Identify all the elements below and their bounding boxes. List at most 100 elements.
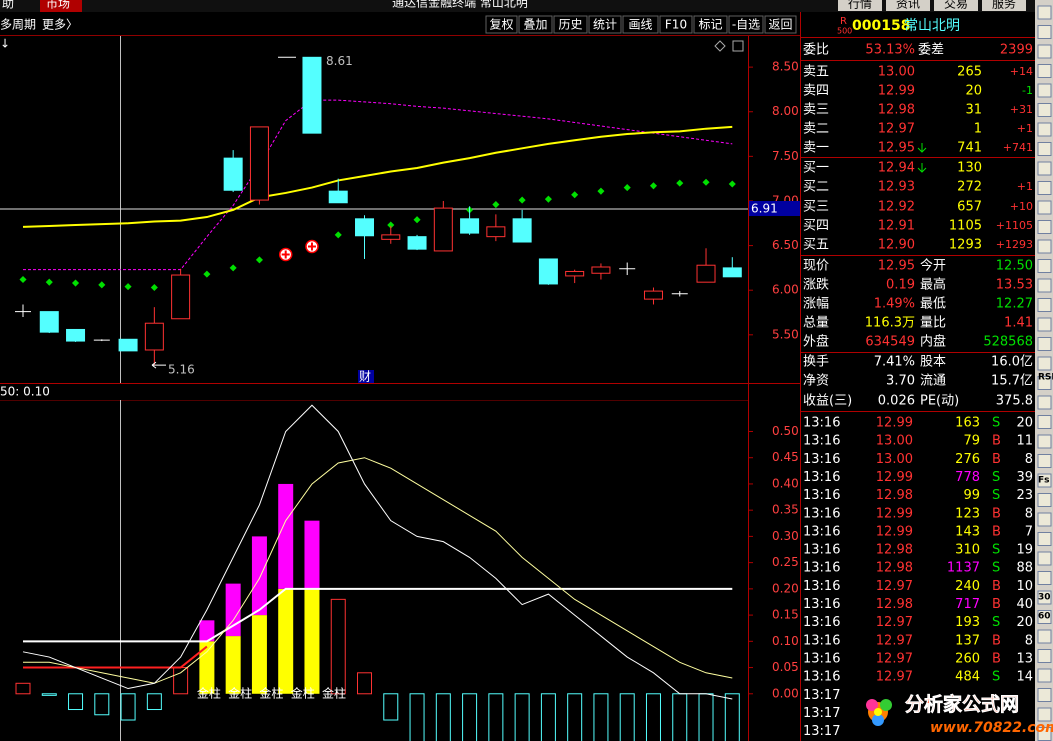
- toolbar-label[interactable]: 返回: [768, 18, 792, 32]
- tool-icon[interactable]: [1037, 5, 1052, 20]
- logo-petal: [880, 699, 892, 711]
- trade-time: 13:16: [803, 651, 840, 666]
- tool-icon[interactable]: [1037, 239, 1052, 254]
- market-tab[interactable]: [40, 0, 82, 12]
- tool-icon[interactable]: [1037, 356, 1052, 371]
- tool-icon[interactable]: [1037, 688, 1052, 702]
- toolbar-label[interactable]: 复权: [489, 18, 513, 32]
- tool-icon[interactable]: [1037, 532, 1052, 546]
- tool-icon[interactable]: [1037, 707, 1052, 722]
- tool-icon[interactable]: [1037, 610, 1052, 624]
- tool-icon[interactable]: [1037, 298, 1052, 312]
- watermark-name: 分析家公式网: [905, 693, 1019, 716]
- candle-body: [223, 157, 243, 191]
- toolbar-label[interactable]: 统计: [593, 18, 617, 32]
- indicator-bar: [619, 693, 635, 741]
- tool-icon[interactable]: [714, 40, 726, 52]
- tool-icon[interactable]: [1037, 434, 1052, 449]
- tool-icon[interactable]: [1037, 590, 1052, 605]
- trade-volume: 193: [955, 615, 980, 630]
- toolbar-button[interactable]: [764, 15, 797, 34]
- book-volume: 741: [957, 141, 982, 156]
- period-button[interactable]: 多周期: [0, 18, 36, 32]
- trade-time: 13:16: [803, 615, 840, 630]
- watermark: 分析家公式网 www.70822.com: [866, 692, 1053, 736]
- tool-icon-label[interactable]: RSI: [1038, 373, 1053, 383]
- toolbar-label[interactable]: 历史: [558, 18, 582, 32]
- menu-button[interactable]: [886, 0, 930, 11]
- tool-icon[interactable]: [1037, 317, 1052, 332]
- book-change: +1293: [996, 238, 1033, 251]
- stat-value: 12.50: [996, 259, 1033, 274]
- stat-label: 最低: [920, 297, 946, 312]
- signal-dot: [623, 184, 631, 192]
- tool-icon[interactable]: [1037, 25, 1052, 39]
- toolbar-label[interactable]: 叠加: [523, 18, 547, 32]
- menu-item[interactable]: 服务: [992, 0, 1016, 11]
- tool-icon[interactable]: [1037, 454, 1052, 468]
- tool-icon[interactable]: [1037, 551, 1052, 566]
- menu-button[interactable]: [838, 0, 882, 11]
- tool-icon[interactable]: [1037, 64, 1052, 78]
- trade-price: 12.97: [876, 633, 913, 648]
- toolbar-button[interactable]: [518, 15, 553, 34]
- tool-icon[interactable]: [1037, 83, 1052, 98]
- candle-body: [249, 126, 269, 201]
- toolbar-button[interactable]: [693, 15, 728, 34]
- tool-icon[interactable]: [1037, 649, 1052, 663]
- tool-icon[interactable]: [1037, 629, 1052, 644]
- menu-item[interactable]: 资讯: [896, 0, 920, 11]
- toolbar-button[interactable]: [728, 15, 764, 34]
- tool-icon[interactable]: [1037, 668, 1052, 683]
- menu-item[interactable]: 市场: [46, 0, 70, 11]
- tool-icon[interactable]: [1037, 415, 1052, 429]
- trade-price: 12.97: [876, 651, 913, 666]
- tool-icon[interactable]: [1037, 512, 1052, 527]
- tool-icon[interactable]: [1037, 161, 1052, 176]
- toolbar-label[interactable]: 画线: [628, 18, 652, 32]
- more-button[interactable]: 更多〉: [42, 18, 78, 32]
- tool-icon[interactable]: [1037, 278, 1052, 293]
- tool-icon[interactable]: [1037, 122, 1052, 137]
- tool-icon[interactable]: [1037, 571, 1052, 585]
- chart-tools[interactable]: [714, 40, 744, 52]
- tool-icon-label[interactable]: 30: [1038, 593, 1051, 603]
- menu-button[interactable]: [934, 0, 978, 11]
- tool-icon[interactable]: [1037, 142, 1052, 156]
- tool-icon-label[interactable]: Fs: [1038, 476, 1050, 486]
- toolbar-button[interactable]: [485, 15, 518, 34]
- toolbar-button[interactable]: [622, 15, 659, 34]
- tool-icon[interactable]: [1037, 44, 1052, 59]
- tool-icon[interactable]: [1037, 493, 1052, 507]
- trade-count: 19: [1016, 543, 1033, 558]
- tool-icon[interactable]: [1037, 337, 1052, 351]
- trade-price: 12.97: [876, 615, 913, 630]
- y-tick-label: 5.50: [772, 327, 799, 341]
- tool-icon[interactable]: [1037, 103, 1052, 117]
- book-price: 12.93: [878, 180, 915, 195]
- trade-count: 8: [1025, 506, 1033, 521]
- stat-value: 634549: [865, 335, 915, 350]
- toolbar-button[interactable]: [588, 15, 622, 34]
- toolbar-label[interactable]: 标记: [698, 18, 722, 32]
- tool-icon[interactable]: [1037, 259, 1052, 273]
- menu-item[interactable]: 行情: [848, 0, 872, 11]
- signal-dot: [387, 221, 395, 229]
- toolbar-label[interactable]: F10: [665, 18, 687, 32]
- tool-icon[interactable]: [1037, 395, 1052, 410]
- tool-icon[interactable]: [1037, 181, 1052, 195]
- toolbar-label[interactable]: -自选: [732, 18, 760, 32]
- menu-button[interactable]: [982, 0, 1026, 11]
- tool-icon[interactable]: [1037, 473, 1052, 488]
- toolbar-button[interactable]: [659, 15, 693, 34]
- tool-icon[interactable]: [1037, 220, 1052, 234]
- tool-icon-label[interactable]: 60: [1038, 612, 1051, 622]
- menu-item[interactable]: 交易: [944, 0, 968, 11]
- stat-value: 0.19: [886, 278, 915, 293]
- indicator-bar: [383, 693, 399, 721]
- toolbar-button[interactable]: [553, 15, 588, 34]
- tool-icon[interactable]: [1037, 376, 1052, 390]
- candle-body: [433, 207, 453, 252]
- tool-icon[interactable]: [732, 40, 744, 52]
- tool-icon[interactable]: [1037, 200, 1052, 215]
